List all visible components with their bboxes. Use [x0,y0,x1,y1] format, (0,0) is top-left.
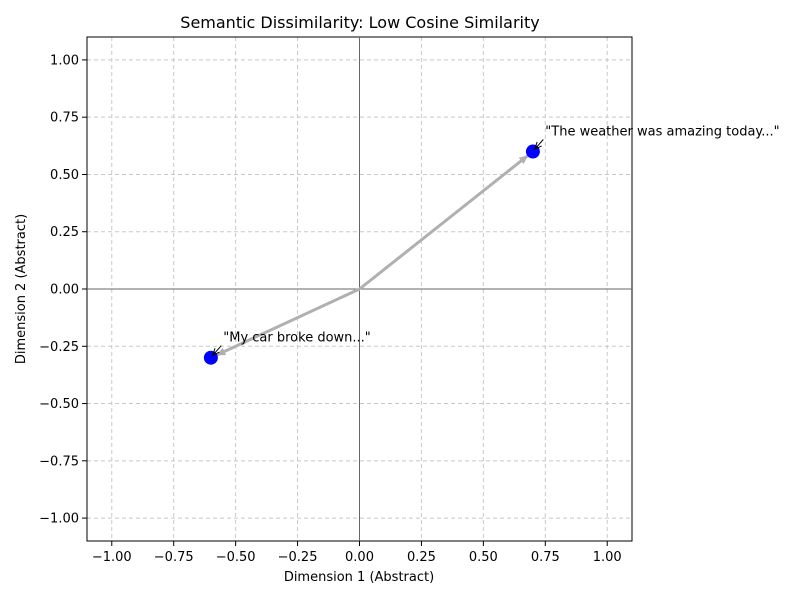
y-tick-label: 0.50 [50,168,79,183]
annotation-arrow-1 [535,139,544,150]
x-tick-label: 0.50 [469,550,498,565]
y-axis-label: Dimension 2 (Abstract) [14,214,29,364]
chart-title: Semantic Dissimilarity: Low Cosine Simil… [180,13,539,32]
x-tick-label: 0.25 [407,550,436,565]
y-tick-label: 0.00 [50,283,79,298]
data-point-2 [203,350,218,365]
annotation-layer: "The weather was amazing today..." "My ca… [213,125,780,356]
vector-layer [215,154,530,357]
annotation-arrow-2 [213,345,222,356]
vector-arrow-2 [215,287,361,357]
vector-arrow-1 [358,154,530,291]
x-axis-label: Dimension 1 (Abstract) [284,570,434,585]
x-tick-label: −0.50 [216,550,256,565]
x-tick-label: −0.25 [278,550,318,565]
y-tick-label: −0.25 [39,340,79,355]
y-tick-label: −1.00 [39,512,79,527]
x-tick-label: 0.00 [345,550,374,565]
annotation-label-2: "My car broke down..." [223,331,371,346]
x-tick-label: −1.00 [92,550,132,565]
y-tick-label: 0.75 [50,111,79,126]
y-tick-label: −0.75 [39,454,79,469]
data-point-1 [525,144,540,159]
y-tick-label: 0.25 [50,225,79,240]
x-tick-label: 0.75 [531,550,560,565]
annotation-label-1: "The weather was amazing today..." [545,125,779,140]
x-tick-label: 1.00 [593,550,622,565]
y-tick-label: −0.50 [39,397,79,412]
x-tick-label: −0.75 [154,550,194,565]
y-tick-label: 1.00 [50,53,79,68]
